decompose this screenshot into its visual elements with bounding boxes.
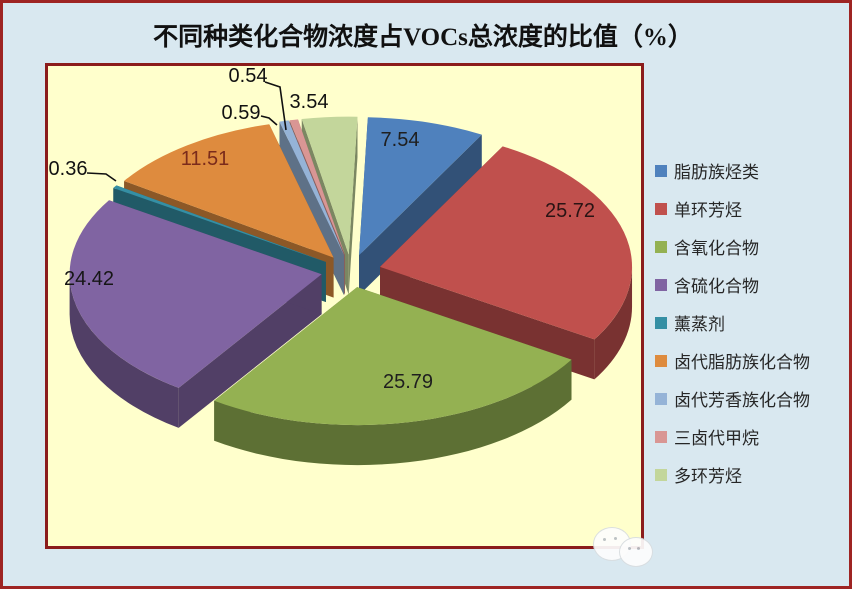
legend-swatch-icon: [655, 430, 667, 443]
legend-label: 单环芳烃: [674, 201, 742, 220]
legend-label: 三卤代甲烷: [674, 429, 759, 448]
legend-swatch-icon: [655, 392, 667, 405]
legend-item: 脂肪族烃类: [655, 161, 810, 182]
legend-swatch-icon: [655, 278, 667, 291]
legend-item: 含氧化合物: [655, 237, 810, 258]
legend-label: 含氧化合物: [674, 239, 759, 258]
legend-label: 含硫化合物: [674, 277, 759, 296]
legend-swatch-icon: [655, 202, 667, 215]
cloud-shape: [619, 537, 653, 567]
legend-swatch-icon: [655, 316, 667, 329]
chart-title: 不同种类化合物浓度占VOCs总浓度的比值（%）: [153, 24, 693, 51]
legend-label: 卤代脂肪族化合物: [674, 353, 810, 372]
legend-swatch-icon: [655, 240, 667, 253]
legend-item: 多环芳烃: [655, 465, 810, 486]
legend-swatch-icon: [655, 354, 667, 367]
plot-area: [45, 63, 644, 549]
legend-label: 卤代芳香族化合物: [674, 391, 810, 410]
legend-swatch-icon: [655, 468, 667, 481]
legend-label: 多环芳烃: [674, 467, 742, 486]
legend-label: 脂肪族烃类: [674, 163, 759, 182]
watermark-icon: [589, 525, 673, 571]
legend-item: 三卤代甲烷: [655, 427, 810, 448]
legend-swatch-icon: [655, 164, 667, 177]
legend-label: 薰蒸剂: [674, 315, 725, 334]
legend-item: 含硫化合物: [655, 275, 810, 296]
legend-item: 薰蒸剂: [655, 313, 810, 334]
legend-item: 单环芳烃: [655, 199, 810, 220]
legend-item: 卤代脂肪族化合物: [655, 351, 810, 372]
chart-legend: 脂肪族烃类单环芳烃含氧化合物含硫化合物薰蒸剂卤代脂肪族化合物 卤代芳香族化合物 三卤…: [655, 161, 810, 486]
legend-item: 卤代芳香族化合物: [655, 389, 810, 410]
